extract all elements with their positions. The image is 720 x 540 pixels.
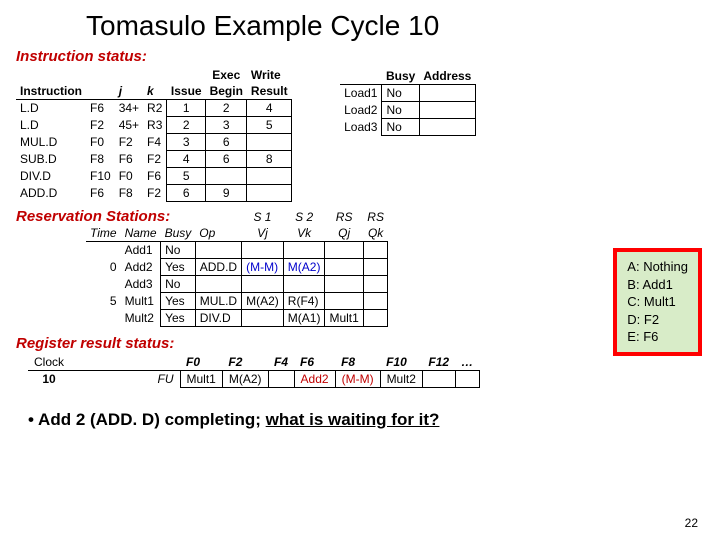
register-result-table: ClockF0F2F4F6F8F10F12…10FUMult1M(A2)Add2… — [28, 354, 480, 388]
load-buffer-table: BusyAddressLoad1NoLoad2NoLoad3No — [340, 68, 476, 136]
answer-a: A: Nothing — [627, 258, 688, 276]
slide-title: Tomasulo Example Cycle 10 — [86, 10, 704, 42]
section-instruction-status: Instruction status: — [16, 48, 704, 65]
section-reservation-stations: Reservation Stations: — [16, 208, 170, 225]
section-register-result: Register result status: — [16, 335, 704, 352]
reservation-stations-table: S 1S 2RSRSTimeNameBusyOpVjVkQjQkAdd1No0A… — [86, 209, 388, 327]
answer-d: D: F2 — [627, 311, 688, 329]
answer-box: A: Nothing B: Add1 C: Mult1 D: F2 E: F6 — [613, 248, 702, 356]
answer-c: C: Mult1 — [627, 293, 688, 311]
answer-e: E: F6 — [627, 328, 688, 346]
page-number: 22 — [685, 516, 698, 530]
answer-b: B: Add1 — [627, 276, 688, 294]
bullet-note: • Add 2 (ADD. D) completing; what is wai… — [28, 410, 704, 430]
instruction-table: ExecWriteInstructionjkIssueBeginResultL.… — [16, 67, 292, 202]
